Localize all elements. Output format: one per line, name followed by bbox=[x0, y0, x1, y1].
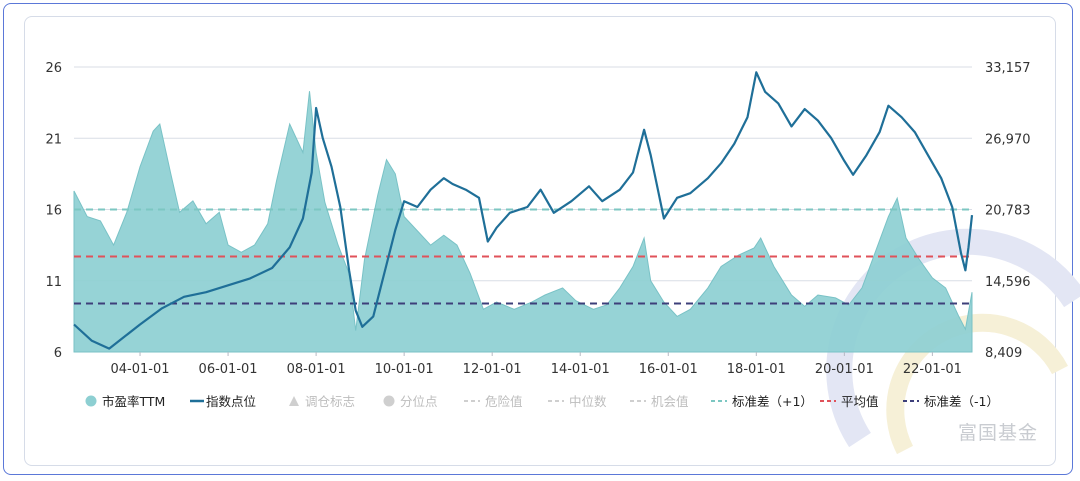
chart-card bbox=[24, 16, 1056, 466]
legend-label: 中位数 bbox=[569, 394, 607, 409]
legend-label: 危险值 bbox=[485, 394, 523, 409]
legend-label: 分位点 bbox=[400, 394, 438, 409]
y-right-tick-label: 14,596 bbox=[985, 275, 1031, 290]
legend-label: 标准差（+1） bbox=[732, 394, 813, 409]
index-points-line bbox=[73, 71, 974, 350]
legend: 市盈率TTM 指数点位 调仓标志 分位点 危险值 中位数 机会值 标准差（+1） 平均值 标准差（… bbox=[85, 394, 999, 409]
x-tick-label: 18-01-01 bbox=[727, 362, 786, 377]
legend-triangle-icon bbox=[289, 396, 299, 406]
x-tick-label: 20-01-01 bbox=[815, 362, 874, 377]
x-tick-label: 12-01-01 bbox=[463, 362, 522, 377]
right-axis-ticks: 8,409 14,596 20,783 26,970 33,157 bbox=[985, 61, 1031, 361]
x-tick-label: 14-01-01 bbox=[551, 362, 610, 377]
x-axis-ticks: 04-01-01 06-01-01 08-01-01 10-01-01 12-01-01… bbox=[111, 352, 962, 377]
legend-item[interactable]: 调仓标志 bbox=[289, 394, 355, 409]
legend-dot-icon bbox=[383, 395, 395, 407]
legend-label: 指数点位 bbox=[206, 394, 256, 409]
legend-label: 标准差（-1） bbox=[924, 394, 999, 409]
pe-ttm-area bbox=[73, 91, 973, 353]
legend-item[interactable]: 平均值 bbox=[820, 394, 879, 409]
legend-dot-icon bbox=[85, 395, 97, 407]
watermark-text: 富国基金 bbox=[958, 422, 1039, 444]
index-line-layer bbox=[73, 71, 974, 350]
legend-label: 市盈率TTM bbox=[102, 394, 165, 409]
legend-item[interactable]: 危险值 bbox=[464, 394, 523, 409]
legend-item[interactable]: 指数点位 bbox=[190, 394, 256, 409]
x-tick-label: 16-01-01 bbox=[639, 362, 698, 377]
legend-label: 调仓标志 bbox=[305, 394, 355, 409]
y-left-tick-label: 6 bbox=[54, 346, 62, 361]
y-left-tick-label: 16 bbox=[45, 204, 62, 219]
legend-label: 机会值 bbox=[651, 394, 689, 409]
y-right-tick-label: 8,409 bbox=[985, 346, 1022, 361]
y-left-tick-label: 11 bbox=[45, 275, 62, 290]
x-tick-label: 06-01-01 bbox=[199, 362, 258, 377]
y-left-tick-label: 21 bbox=[45, 132, 62, 147]
x-tick-label: 10-01-01 bbox=[375, 362, 434, 377]
x-tick-label: 08-01-01 bbox=[287, 362, 346, 377]
x-tick-label: 22-01-01 bbox=[903, 362, 962, 377]
legend-item[interactable]: 机会值 bbox=[630, 394, 689, 409]
legend-item[interactable]: 标准差（+1） bbox=[711, 394, 813, 409]
y-right-tick-label: 26,970 bbox=[985, 132, 1031, 147]
x-tick-label: 04-01-01 bbox=[111, 362, 170, 377]
left-axis-ticks: 6 11 16 21 26 bbox=[45, 61, 62, 361]
y-right-tick-label: 33,157 bbox=[985, 61, 1031, 76]
pe-area-layer bbox=[73, 91, 973, 353]
legend-item[interactable]: 分位点 bbox=[383, 394, 438, 409]
legend-label: 平均值 bbox=[841, 394, 879, 409]
legend-item[interactable]: 中位数 bbox=[548, 394, 607, 409]
y-left-tick-label: 26 bbox=[45, 61, 62, 76]
y-right-tick-label: 20,783 bbox=[985, 204, 1031, 219]
outer-frame bbox=[3, 3, 1073, 475]
legend-item[interactable]: 市盈率TTM bbox=[85, 394, 166, 409]
legend-item[interactable]: 标准差（-1） bbox=[903, 394, 999, 409]
